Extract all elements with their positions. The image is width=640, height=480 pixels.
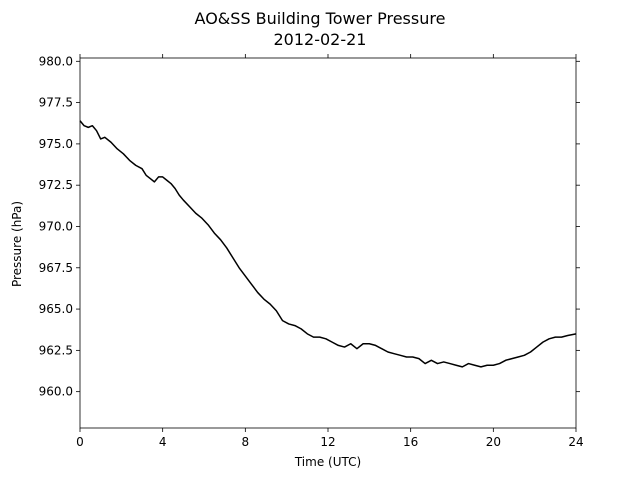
- y-tick-label: 970.0: [39, 219, 73, 233]
- pressure-series-line: [79, 120, 577, 368]
- plot-area: 0 4 8 12 16 20 24 960.0 962.5 965.0 967.5 970.0 972.…: [39, 54, 584, 449]
- axes-frame: [79, 57, 577, 429]
- x-tick-label: 4: [159, 435, 167, 449]
- x-tick-label: 12: [320, 435, 335, 449]
- x-tick-label: 20: [486, 435, 501, 449]
- chart-title: AO&SS Building Tower Pressure: [195, 9, 446, 28]
- chart-subtitle: 2012-02-21: [274, 30, 367, 49]
- y-tick-label: 972.5: [39, 178, 73, 192]
- x-tick-label: 24: [568, 435, 583, 449]
- y-axis-label: Pressure (hPa): [10, 201, 24, 287]
- y-tick-label: 965.0: [39, 302, 73, 316]
- x-tick-label: 0: [76, 435, 84, 449]
- y-tick-label: 962.5: [39, 343, 73, 357]
- y-tick-label: 967.5: [39, 261, 73, 275]
- y-tick-label: 975.0: [39, 137, 73, 151]
- y-tick-label: 960.0: [39, 385, 73, 399]
- x-axis-label: Time (UTC): [294, 455, 361, 469]
- x-tick-label: 8: [242, 435, 250, 449]
- x-tick-label: 16: [403, 435, 418, 449]
- y-tick-label: 977.5: [39, 96, 73, 110]
- y-tick-label: 980.0: [39, 54, 73, 68]
